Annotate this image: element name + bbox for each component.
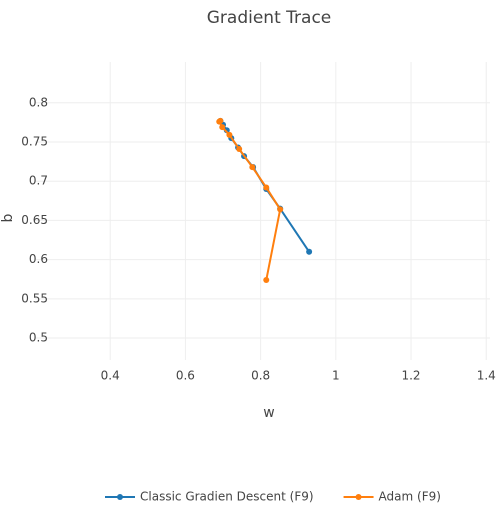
y-tick-label: 0.75 [21, 134, 48, 148]
y-axis-title: b [0, 213, 16, 222]
legend: Classic Gradien Descent (F9) Adam (F9) [105, 490, 441, 504]
legend-marker [355, 494, 362, 500]
y-tick-label: 0.55 [21, 291, 48, 305]
y-tick-label: 0.7 [29, 174, 48, 188]
y-tick-label: 0.8 [29, 95, 48, 109]
x-tick-label: 1 [332, 369, 340, 383]
point [226, 131, 233, 138]
x-tick-label: 1.2 [401, 369, 420, 383]
point [306, 248, 313, 255]
x-tick-label: 1.4 [477, 369, 496, 383]
legend-marker [117, 494, 123, 500]
point [236, 146, 243, 153]
point [219, 124, 226, 131]
point [263, 184, 270, 191]
point [217, 117, 224, 124]
y-tick-label: 0.5 [29, 331, 48, 345]
point [277, 206, 284, 213]
x-axis-title: w [263, 405, 274, 421]
point [263, 277, 270, 284]
y-tick-label: 0.6 [29, 252, 48, 266]
chart-title: Gradient Trace [207, 8, 332, 28]
y-tick-label: 0.65 [21, 213, 48, 227]
series-line [217, 119, 282, 281]
legend-label: Adam (F9) [379, 490, 441, 504]
point [249, 164, 256, 171]
x-tick-label: 0.4 [101, 369, 120, 383]
x-tick-label: 0.8 [251, 369, 270, 383]
x-tick-label: 0.6 [176, 369, 195, 383]
legend-label: Classic Gradien Descent (F9) [140, 490, 314, 504]
